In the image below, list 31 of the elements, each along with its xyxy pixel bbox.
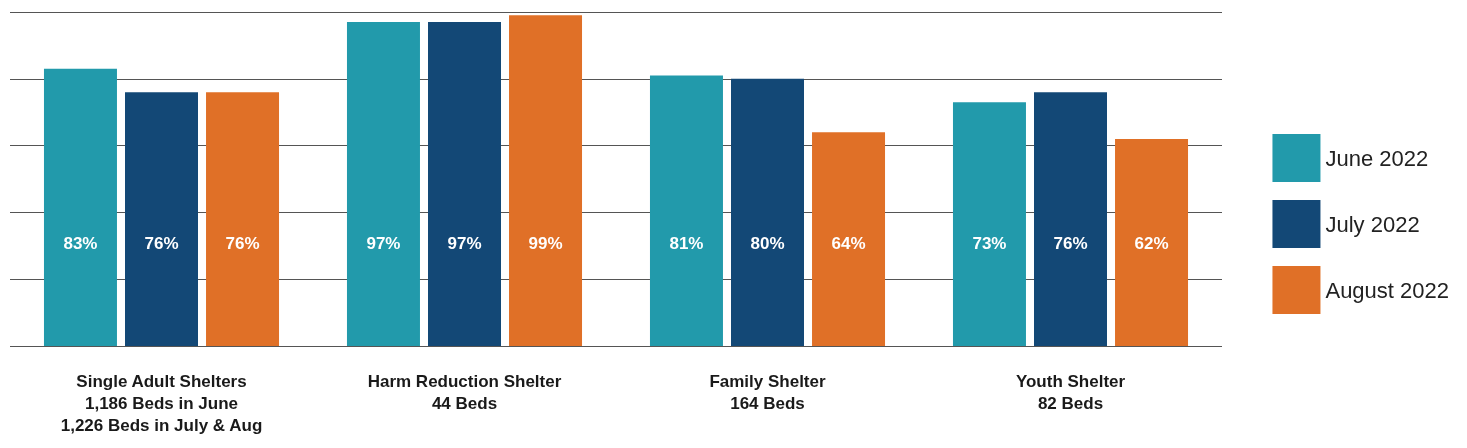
bar [649, 75, 723, 346]
bar [206, 92, 280, 346]
x-tick-label: Family Shelter 164 Beds [709, 371, 826, 413]
data-label: 99% [528, 234, 563, 253]
x-tick-label: Youth Shelter 82 Beds [1015, 371, 1126, 413]
bar [1115, 138, 1189, 346]
data-label: 62% [1134, 234, 1169, 253]
data-label: 64% [831, 234, 866, 253]
data-label: 76% [144, 234, 179, 253]
bar [43, 68, 117, 346]
bar [1034, 92, 1107, 346]
bar [509, 15, 583, 346]
bar [428, 22, 501, 346]
data-label: 73% [972, 234, 1007, 253]
x-tick-label: Single Adult Shelters 1,186 Beds in June 1,226 Beds in July & Aug [60, 371, 263, 435]
data-label: 76% [1053, 234, 1088, 253]
bar [125, 92, 198, 346]
data-label: 83% [63, 234, 98, 253]
bar [731, 78, 804, 346]
legend-label: August 2022 [1325, 277, 1449, 303]
bar [346, 22, 420, 346]
legend-label: July 2022 [1325, 211, 1420, 237]
data-label: 97% [366, 234, 401, 253]
data-label: 76% [225, 234, 260, 253]
x-tick-label: Harm Reduction Shelter 44 Beds [367, 371, 562, 413]
data-label: 97% [447, 234, 482, 253]
data-label: 80% [750, 234, 785, 253]
bar [952, 102, 1026, 346]
bar [812, 132, 886, 346]
legend-label: June 2022 [1325, 145, 1429, 171]
data-label: 81% [669, 234, 704, 253]
